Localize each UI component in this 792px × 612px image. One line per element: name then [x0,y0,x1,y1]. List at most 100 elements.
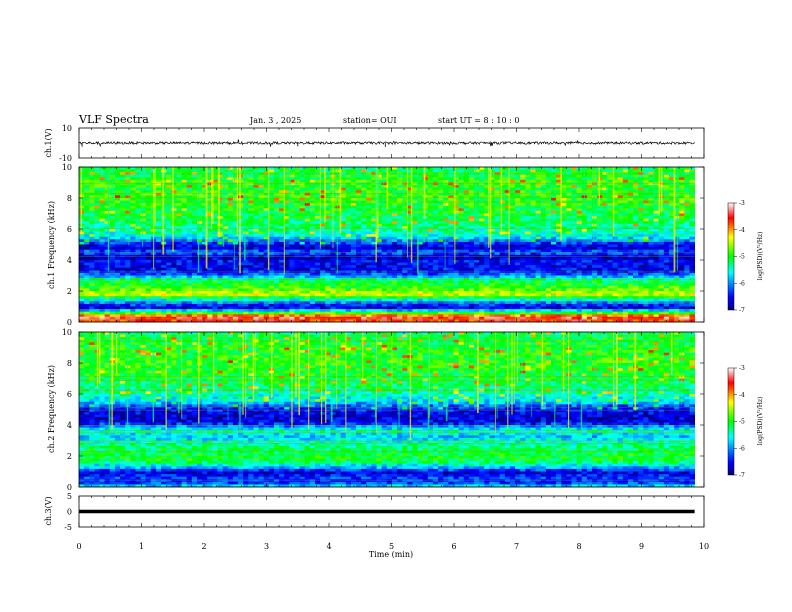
spectrogram-cell [155,241,162,245]
spectrogram-cell [581,221,588,225]
spectrogram-cell [309,187,316,191]
spectrogram-cell [212,236,218,240]
spectrogram-cell [299,167,306,170]
spectrogram-cell [515,223,521,227]
spectrogram-cell [643,179,649,183]
spectrogram-cell [494,177,501,181]
spectrogram-cell [232,187,239,191]
spectrogram-cell [366,262,372,266]
spectrogram-cell [335,205,342,209]
spectrogram-cell [633,192,639,196]
spectrogram-cell [155,208,162,212]
spectrogram-cell [263,223,270,227]
spectrogram-cell [586,167,593,170]
spectrogram-cell [556,216,562,220]
spectrogram-cell [361,213,367,217]
spectrogram-cell [84,221,90,225]
spectrogram-cell [432,244,439,248]
spectrogram-cell [689,167,696,170]
spectrogram-cell [438,244,444,248]
spectrogram-cell [340,262,347,266]
spectrogram-cell [432,249,439,253]
spectrogram-cell [586,174,593,178]
spectrogram-cell [397,247,403,251]
spectrogram-cell [340,185,347,189]
spectrogram-cell [515,257,521,261]
spectrogram-cell [515,221,521,225]
spectrogram-cell [130,169,136,173]
spectrogram-cell [145,226,152,230]
spectrogram-cell [309,174,316,178]
spectrogram-cell [391,169,398,173]
spectrogram-cell [166,249,172,253]
spectrogram-cell [566,205,572,209]
spectrogram-cell [586,187,593,191]
spectrogram-cell [612,236,619,240]
spectrogram-cell [350,195,357,199]
spectrogram-cell [391,174,398,178]
spectrogram-cell [484,252,490,256]
spectrogram-cell [145,185,152,189]
spectrogram-cell [94,203,100,207]
spectrogram-cell [294,205,300,209]
spectrogram-cell [586,198,593,201]
spectrogram-cell [299,244,306,248]
spectrogram-cell [561,182,567,186]
spectrogram-cell [571,195,578,199]
spectrogram-cell [99,252,106,256]
spectrogram-cell [217,182,224,186]
spectrogram-cell [366,244,372,248]
spectrogram-cell [176,272,182,276]
spectrogram-cell [668,169,675,173]
spectrogram-cell [227,187,234,191]
spectrogram-cell [104,190,111,194]
spectrogram-cell [309,177,316,181]
spectrogram-cell [140,229,147,232]
spectrogram-cell [279,236,285,240]
spectrogram-cell [535,195,542,199]
spectrogram-cell [648,226,654,230]
spectrogram-cell [258,249,265,253]
spectrogram-cell [684,177,690,181]
spectrogram-cell [504,182,511,186]
spectrogram-cell [443,167,449,170]
spectrogram-cell [592,247,598,251]
spectrogram-cell [576,205,583,209]
spectrogram-cell [479,262,485,266]
spectrogram-cell [499,187,506,191]
spectrogram-cell [550,244,557,248]
spectrogram-cell [89,213,95,217]
spectrogram-cell [402,216,408,220]
spectrogram-cell [84,218,90,222]
spectrogram-cell [679,208,685,212]
spectrogram-cell [556,167,562,170]
spectrogram-cell [520,190,526,194]
spectrogram-cell [356,262,362,266]
spectrogram-cell [566,216,572,220]
spectrogram-cell [366,210,372,214]
spectrogram-cell [135,198,141,201]
spectrogram-cell [663,236,670,240]
spectrogram-cell [561,247,567,251]
spectrogram-cell [130,234,136,238]
spectrogram-cell [638,226,644,230]
spectrogram-cell [273,185,280,189]
spectrogram-cell [504,231,511,235]
spectrogram-cell [181,187,188,191]
spectrogram-cell [422,234,429,238]
spectrogram-cell [638,252,644,256]
spectrogram-cell [432,213,439,217]
spectrogram-cell [556,223,562,227]
spectrogram-cell [191,167,198,170]
spectrogram-cell [638,203,644,207]
spectrogram-cell [325,205,331,209]
spectrogram-cell [653,223,660,227]
spectrogram-cell [171,262,177,266]
spectrogram-cell [130,229,136,232]
spectrogram-cell [325,174,331,178]
spectrogram-cell [422,185,429,189]
spectrogram-cell [658,221,665,225]
spectrogram-cell [130,231,136,235]
spectrogram-cell [602,208,608,212]
spectrogram-cell [515,203,521,207]
